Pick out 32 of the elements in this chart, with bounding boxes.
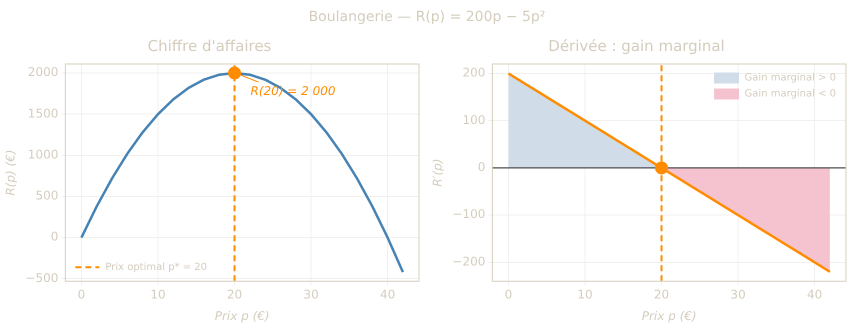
x-tick-label: 40 xyxy=(806,288,822,302)
y-tick-label: 0 xyxy=(478,160,486,174)
legend-label: Gain marginal > 0 xyxy=(744,72,836,84)
y-tick-label: 100 xyxy=(462,112,486,127)
chart-title: Dérivée : gain marginal xyxy=(548,36,725,55)
y-tick-label: 200 xyxy=(462,66,486,80)
x-tick-label: 10 xyxy=(150,288,166,302)
y-axis-title: R(p) (€) xyxy=(3,150,18,196)
y-axis-title: R′(p) xyxy=(430,158,444,187)
y-tick-label: −100 xyxy=(452,207,486,222)
y-tick-label: 0 xyxy=(50,230,58,244)
x-tick-label: 0 xyxy=(504,288,512,302)
x-tick-label: 0 xyxy=(78,288,86,302)
x-tick-label: 10 xyxy=(577,288,593,302)
y-tick-label: −500 xyxy=(25,270,58,285)
x-tick-label: 20 xyxy=(654,288,670,302)
y-tick-label: 2000 xyxy=(28,65,58,80)
x-tick-label: 30 xyxy=(730,288,746,302)
ref-line-label: Prix optimal p* = 20 xyxy=(105,262,207,273)
legend-label: Gain marginal < 0 xyxy=(744,88,836,100)
y-tick-label: 1000 xyxy=(28,147,58,162)
x-axis-title: Prix p (€) xyxy=(214,308,270,323)
chart-title: Chiffre d'affaires xyxy=(148,36,272,55)
x-axis-title: Prix p (€) xyxy=(642,308,697,323)
y-tick-label: 500 xyxy=(35,188,58,203)
x-tick-label: 30 xyxy=(303,288,319,302)
x-tick-label: 20 xyxy=(226,288,242,302)
y-tick-label: −200 xyxy=(452,254,486,268)
x-tick-label: 40 xyxy=(380,288,396,302)
annotation: R(20) = 2 000 xyxy=(250,84,336,98)
text: Boulangerie — R(p) = 200p − 5p² xyxy=(308,9,546,25)
y-tick-label: 1500 xyxy=(28,106,58,120)
